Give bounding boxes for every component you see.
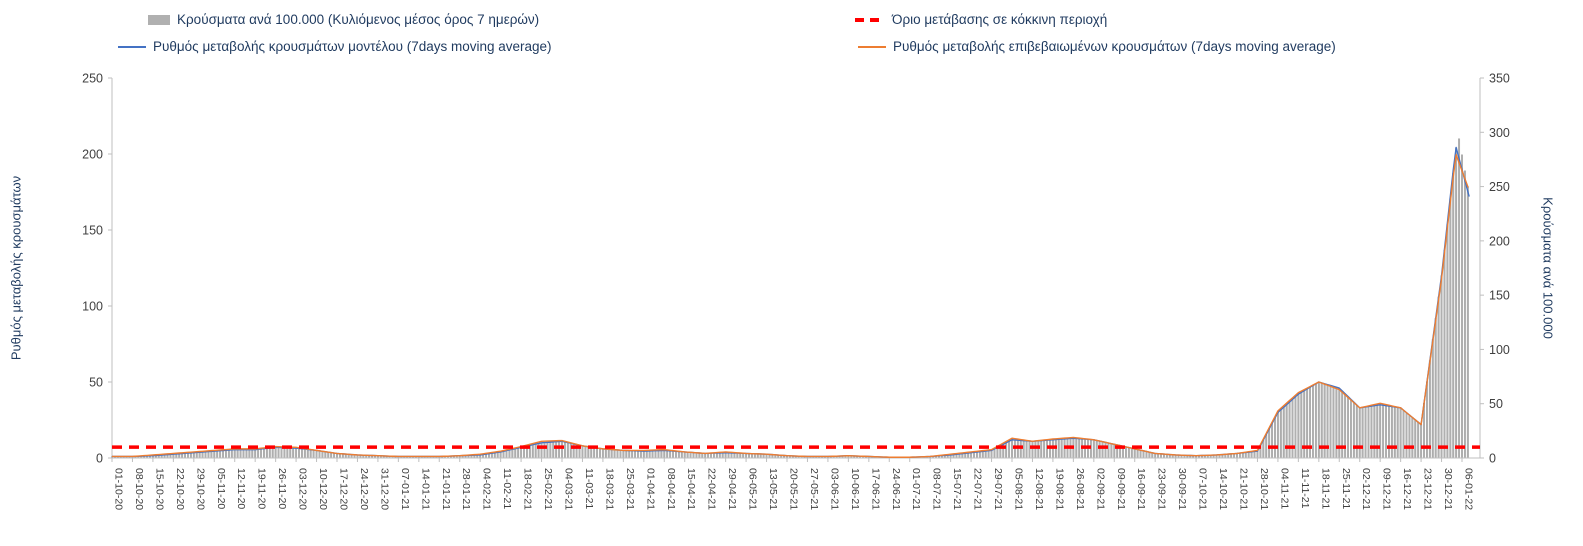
x-tick-label: 21-10-21 bbox=[1238, 468, 1250, 510]
x-tick-label: 06-05-21 bbox=[747, 468, 759, 510]
orange-line-swatch-icon bbox=[858, 45, 886, 48]
x-tick-label: 30-12-21 bbox=[1442, 468, 1454, 510]
cases-bars bbox=[111, 138, 1469, 459]
x-tick-label: 03-12-20 bbox=[297, 468, 309, 510]
legend-label-cases-bars: Κρούσματα ανά 100.000 (Κυλιόμενος μέσος … bbox=[177, 12, 540, 27]
red-dash-swatch-icon bbox=[855, 17, 885, 22]
legend-item-cases-bars: Κρούσματα ανά 100.000 (Κυλιόμενος μέσος … bbox=[148, 12, 539, 27]
x-tick-label: 23-12-21 bbox=[1422, 468, 1434, 510]
left-tick-label: 0 bbox=[96, 452, 103, 466]
x-tick-label: 22-10-20 bbox=[174, 468, 186, 510]
x-tick-label: 19-11-20 bbox=[256, 468, 268, 509]
legend-item-confirmed-line: Ρυθμός μεταβολής επιβεβαιωμένων κρουσμάτ… bbox=[858, 39, 1336, 54]
x-tick-label: 15-10-20 bbox=[153, 468, 165, 510]
x-tick-label: 25-03-21 bbox=[624, 468, 636, 510]
x-tick-label: 25-02-21 bbox=[542, 468, 554, 510]
x-tick-label: 10-12-20 bbox=[317, 468, 329, 510]
x-tick-label: 25-11-21 bbox=[1340, 468, 1352, 509]
blue-line-swatch-icon bbox=[118, 45, 146, 48]
x-tick-label: 26-11-20 bbox=[276, 468, 288, 509]
x-tick-label: 18-03-21 bbox=[603, 468, 615, 510]
x-tick-label: 01-07-21 bbox=[910, 468, 922, 510]
model-line bbox=[112, 146, 1470, 458]
bar-swatch-icon bbox=[148, 14, 170, 25]
x-tick-label: 16-12-21 bbox=[1401, 468, 1413, 510]
x-tick-label: 10-06-21 bbox=[849, 468, 861, 510]
x-tick-label: 08-10-20 bbox=[133, 468, 145, 510]
x-tick-label: 12-08-21 bbox=[1033, 468, 1045, 510]
right-tick-label: 150 bbox=[1489, 289, 1510, 303]
x-tick-label: 26-08-21 bbox=[1074, 468, 1086, 510]
x-tick-label: 17-12-20 bbox=[338, 468, 350, 510]
x-tick-label: 02-09-21 bbox=[1094, 468, 1106, 510]
right-tick-label: 300 bbox=[1489, 126, 1510, 140]
right-tick-label: 350 bbox=[1489, 72, 1510, 86]
x-tick-label: 21-01-21 bbox=[440, 468, 452, 510]
x-tick-label: 08-07-21 bbox=[931, 468, 943, 510]
x-tick-label: 05-08-21 bbox=[1013, 468, 1025, 510]
x-tick-label: 12-11-20 bbox=[235, 468, 247, 509]
x-tick-label: 07-01-21 bbox=[399, 468, 411, 510]
right-tick-label: 0 bbox=[1489, 452, 1496, 466]
x-tick-label: 30-09-21 bbox=[1176, 468, 1188, 510]
x-tick-label: 28-10-21 bbox=[1258, 468, 1270, 510]
legend-label-model-line: Ρυθμός μεταβολής κρουσμάτων μοντέλου (7d… bbox=[153, 39, 552, 54]
x-tick-label: 06-01-22 bbox=[1463, 468, 1475, 510]
x-tick-label: 04-03-21 bbox=[563, 468, 575, 510]
confirmed-line bbox=[112, 154, 1469, 458]
x-tick-label: 07-10-21 bbox=[1197, 468, 1209, 510]
x-tick-label: 29-04-21 bbox=[726, 468, 738, 510]
right-tick-label: 200 bbox=[1489, 234, 1510, 248]
x-tick-label: 15-07-21 bbox=[951, 468, 963, 510]
x-tick-label: 24-12-20 bbox=[358, 468, 370, 510]
right-tick-label: 100 bbox=[1489, 343, 1510, 357]
x-tick-label: 19-08-21 bbox=[1053, 468, 1065, 510]
x-tick-label: 29-07-21 bbox=[992, 468, 1004, 510]
x-tick-label: 13-05-21 bbox=[767, 468, 779, 510]
left-tick-label: 200 bbox=[82, 148, 103, 162]
x-tick-label: 28-01-21 bbox=[460, 468, 472, 510]
x-tick-label: 22-04-21 bbox=[706, 468, 718, 510]
left-tick-label: 100 bbox=[82, 300, 103, 314]
x-tick-label: 08-04-21 bbox=[665, 468, 677, 510]
x-tick-label: 11-11-21 bbox=[1299, 468, 1311, 509]
left-tick-label: 150 bbox=[82, 224, 103, 238]
x-tick-label: 23-09-21 bbox=[1156, 468, 1168, 510]
legend-label-threshold: Όριο μετάβασης σε κόκκινη περιοχή bbox=[892, 12, 1108, 27]
legend-item-threshold: Όριο μετάβασης σε κόκκινη περιοχή bbox=[855, 12, 1107, 27]
legend-label-confirmed-line: Ρυθμός μεταβολής επιβεβαιωμένων κρουσμάτ… bbox=[893, 39, 1336, 54]
x-tick-label: 27-05-21 bbox=[808, 468, 820, 510]
x-tick-label: 16-09-21 bbox=[1135, 468, 1147, 510]
x-tick-label: 11-03-21 bbox=[583, 468, 595, 509]
x-tick-label: 02-12-21 bbox=[1360, 468, 1372, 510]
x-tick-label: 14-01-21 bbox=[419, 468, 431, 510]
x-tick-label: 04-02-21 bbox=[481, 468, 493, 510]
x-tick-label: 18-02-21 bbox=[522, 468, 534, 510]
x-tick-label: 09-09-21 bbox=[1115, 468, 1127, 510]
x-tick-label: 15-04-21 bbox=[685, 468, 697, 510]
x-tick-label: 17-06-21 bbox=[869, 468, 881, 510]
left-tick-label: 50 bbox=[89, 376, 103, 390]
x-tick-label: 20-05-21 bbox=[788, 468, 800, 510]
right-tick-label: 250 bbox=[1489, 180, 1510, 194]
right-tick-label: 50 bbox=[1489, 397, 1503, 411]
x-tick-label: 24-06-21 bbox=[890, 468, 902, 510]
x-tick-label: 29-10-20 bbox=[194, 468, 206, 510]
x-tick-label: 14-10-21 bbox=[1217, 468, 1229, 510]
x-tick-label: 01-10-20 bbox=[113, 468, 125, 510]
x-tick-label: 05-11-20 bbox=[215, 468, 227, 509]
left-tick-label: 250 bbox=[82, 72, 103, 86]
x-tick-label: 03-06-21 bbox=[828, 468, 840, 510]
legend-item-model-line: Ρυθμός μεταβολής κρουσμάτων μοντέλου (7d… bbox=[118, 39, 552, 54]
x-tick-label: 11-02-21 bbox=[501, 468, 513, 509]
x-tick-label: 18-11-21 bbox=[1319, 468, 1331, 509]
x-tick-label: 09-12-21 bbox=[1381, 468, 1393, 510]
x-tick-label: 01-04-21 bbox=[644, 468, 656, 510]
x-tick-label: 22-07-21 bbox=[972, 468, 984, 510]
x-tick-label: 31-12-20 bbox=[378, 468, 390, 510]
x-tick-label: 04-11-21 bbox=[1278, 468, 1290, 509]
